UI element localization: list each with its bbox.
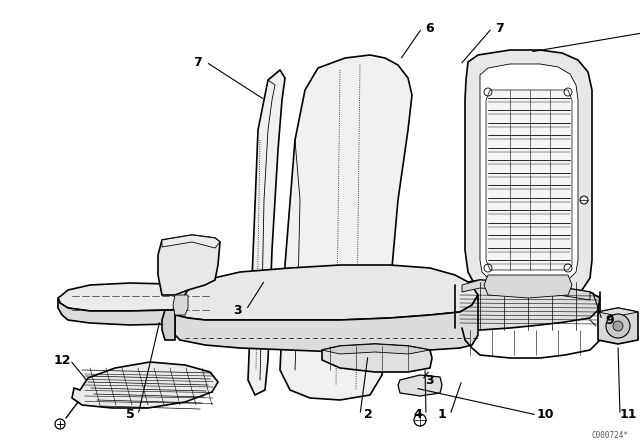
- Polygon shape: [280, 55, 412, 400]
- Circle shape: [606, 314, 630, 338]
- Polygon shape: [465, 50, 592, 302]
- Polygon shape: [58, 296, 212, 325]
- Text: 1: 1: [438, 409, 446, 422]
- Text: 4: 4: [413, 409, 422, 422]
- Polygon shape: [322, 344, 432, 372]
- Polygon shape: [598, 308, 638, 344]
- Polygon shape: [173, 295, 188, 315]
- Text: C000724*: C000724*: [591, 431, 628, 440]
- Text: 2: 2: [364, 409, 372, 422]
- Text: 7: 7: [194, 56, 202, 69]
- Text: 11: 11: [620, 409, 637, 422]
- Polygon shape: [162, 310, 175, 340]
- Text: 7: 7: [495, 22, 504, 34]
- Polygon shape: [72, 362, 218, 408]
- Polygon shape: [175, 295, 478, 352]
- Polygon shape: [158, 235, 220, 295]
- Polygon shape: [162, 235, 220, 248]
- Polygon shape: [484, 275, 572, 298]
- Polygon shape: [598, 308, 638, 316]
- Circle shape: [613, 321, 623, 331]
- Polygon shape: [480, 64, 578, 286]
- Text: 5: 5: [125, 409, 134, 422]
- Polygon shape: [175, 265, 478, 320]
- Polygon shape: [486, 90, 572, 270]
- Polygon shape: [58, 283, 212, 311]
- Polygon shape: [398, 375, 442, 396]
- Text: 12: 12: [53, 353, 71, 366]
- Polygon shape: [248, 70, 285, 395]
- Text: 3: 3: [426, 374, 435, 387]
- Text: 10: 10: [536, 409, 554, 422]
- Text: 6: 6: [426, 22, 435, 34]
- Polygon shape: [453, 280, 600, 330]
- Polygon shape: [462, 280, 590, 300]
- Text: 9: 9: [605, 314, 614, 327]
- Text: 3: 3: [234, 303, 243, 316]
- Polygon shape: [322, 344, 430, 354]
